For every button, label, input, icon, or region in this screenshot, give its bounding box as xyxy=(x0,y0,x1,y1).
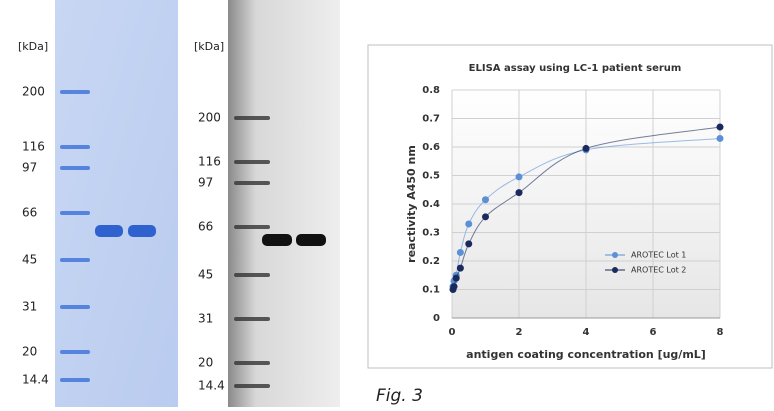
marker-label: 45 xyxy=(198,268,213,282)
marker-label: 116 xyxy=(22,140,45,154)
protein-band xyxy=(95,225,123,237)
ladder-band xyxy=(234,225,270,229)
y-tick-label: 0.1 xyxy=(422,285,440,296)
marker-label: 97 xyxy=(198,176,213,190)
figure: ELISA assay using LC-1 patient serum ant… xyxy=(0,0,774,407)
data-point xyxy=(516,189,523,196)
ladder-band xyxy=(234,160,270,164)
marker-label: 45 xyxy=(22,253,37,267)
ladder-band xyxy=(234,361,270,365)
marker-label: 31 xyxy=(22,300,37,314)
data-point xyxy=(451,283,458,290)
gel-image xyxy=(55,0,178,407)
gel-image xyxy=(228,0,340,407)
x-tick-label: 0 xyxy=(449,327,456,338)
ladder-band xyxy=(60,305,90,309)
marker-label: 200 xyxy=(22,85,45,99)
ladder-band xyxy=(60,211,90,215)
data-point xyxy=(717,124,724,131)
ladder-band xyxy=(234,273,270,277)
y-tick-label: 0.2 xyxy=(422,256,440,267)
chart-title: ELISA assay using LC-1 patient serum xyxy=(469,63,682,74)
data-point xyxy=(482,196,489,203)
ladder-band xyxy=(234,384,270,388)
y-tick-label: 0.5 xyxy=(422,171,440,182)
ladder-band xyxy=(60,258,90,262)
x-tick-label: 4 xyxy=(583,327,590,338)
data-point xyxy=(457,265,464,272)
marker-label: 116 xyxy=(198,155,221,169)
marker-label: 20 xyxy=(198,356,213,370)
y-tick-label: 0 xyxy=(433,313,440,324)
x-tick-label: 2 xyxy=(516,327,523,338)
data-point xyxy=(453,275,460,282)
protein-band xyxy=(296,234,326,246)
x-tick-label: 6 xyxy=(650,327,657,338)
y-tick-label: 0.4 xyxy=(422,199,440,210)
legend-label: AROTEC Lot 2 xyxy=(631,266,686,275)
data-point xyxy=(583,145,590,152)
marker-label: 66 xyxy=(198,220,213,234)
data-point xyxy=(717,135,724,142)
legend-label: AROTEC Lot 1 xyxy=(631,251,686,260)
marker-label: 14.4 xyxy=(198,379,225,393)
marker-label: 200 xyxy=(198,111,221,125)
x-tick-label: 8 xyxy=(717,327,724,338)
ladder-band xyxy=(234,181,270,185)
marker-label: 20 xyxy=(22,345,37,359)
y-tick-label: 0.8 xyxy=(422,85,440,96)
data-point xyxy=(457,249,464,256)
legend-marker xyxy=(612,252,618,258)
y-tick-label: 0.6 xyxy=(422,142,440,153)
ladder-band xyxy=(60,90,90,94)
ladder-band xyxy=(60,350,90,354)
marker-label: 97 xyxy=(22,161,37,175)
y-tick-label: 0.7 xyxy=(422,114,440,125)
x-axis-label: antigen coating concentration [ug/mL] xyxy=(466,348,706,361)
data-point xyxy=(465,220,472,227)
legend-marker xyxy=(612,267,618,273)
gel-unit-label: [kDa] xyxy=(194,40,224,53)
data-point xyxy=(516,173,523,180)
caption: Fig. 3 xyxy=(376,386,423,406)
ladder-band xyxy=(60,378,90,382)
protein-band xyxy=(262,234,292,246)
ladder-band xyxy=(234,317,270,321)
y-axis-label: reactivity A450 nm xyxy=(405,145,418,263)
data-point xyxy=(482,213,489,220)
ladder-band xyxy=(234,116,270,120)
ladder-band xyxy=(60,145,90,149)
marker-label: 14.4 xyxy=(22,373,49,387)
marker-label: 31 xyxy=(198,312,213,326)
data-point xyxy=(465,240,472,247)
y-tick-label: 0.3 xyxy=(422,228,440,239)
marker-label: 66 xyxy=(22,206,37,220)
protein-band xyxy=(128,225,156,237)
ladder-band xyxy=(60,166,90,170)
gel-unit-label: [kDa] xyxy=(18,40,48,53)
